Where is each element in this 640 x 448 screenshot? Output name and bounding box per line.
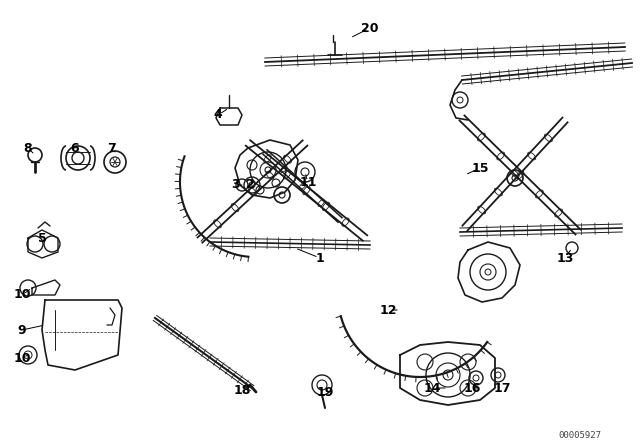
Text: 18: 18 [234, 383, 251, 396]
Text: 2: 2 [246, 178, 254, 191]
Text: 12: 12 [380, 303, 397, 316]
Text: 14: 14 [423, 382, 441, 395]
Text: 10: 10 [13, 352, 31, 365]
Text: 16: 16 [463, 382, 481, 395]
Text: 00005927: 00005927 [559, 431, 602, 439]
Text: 20: 20 [361, 22, 379, 34]
Text: 6: 6 [70, 142, 79, 155]
Text: 1: 1 [316, 251, 324, 264]
Text: 5: 5 [38, 232, 46, 245]
Text: 4: 4 [214, 108, 222, 121]
Text: 17: 17 [493, 382, 511, 395]
Text: 13: 13 [556, 251, 573, 264]
Text: 9: 9 [18, 323, 26, 336]
Text: 8: 8 [24, 142, 32, 155]
Text: 7: 7 [108, 142, 116, 155]
Text: 11: 11 [300, 177, 317, 190]
Text: 19: 19 [316, 385, 333, 399]
Text: 15: 15 [471, 161, 489, 175]
Text: 10: 10 [13, 289, 31, 302]
Text: 3: 3 [232, 178, 240, 191]
